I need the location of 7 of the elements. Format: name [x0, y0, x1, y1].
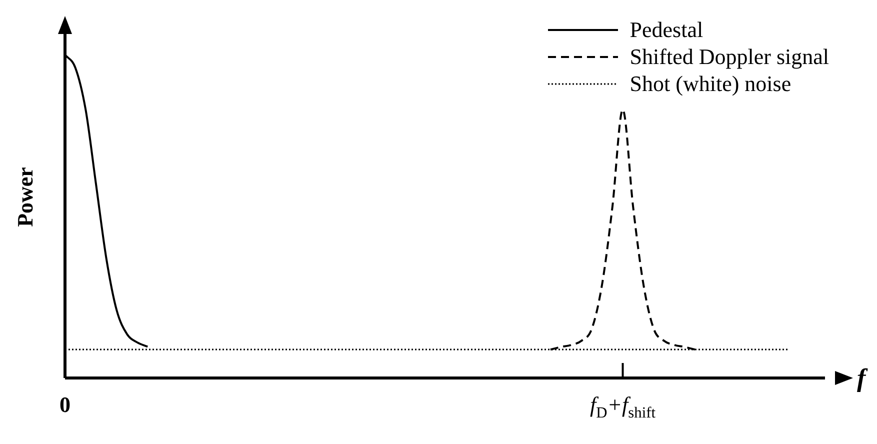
legend-label: Pedestal — [630, 16, 704, 43]
x-tick-label: f$_{D}$+f$_{shift}$ — [590, 392, 656, 422]
y-axis-title: Power — [12, 166, 38, 227]
x-axis-title: f — [857, 364, 868, 393]
legend-label: Shot (white) noise — [630, 70, 792, 97]
x-tick-label: 0 — [60, 392, 70, 418]
legend-label: Shifted Doppler signal — [630, 43, 829, 70]
